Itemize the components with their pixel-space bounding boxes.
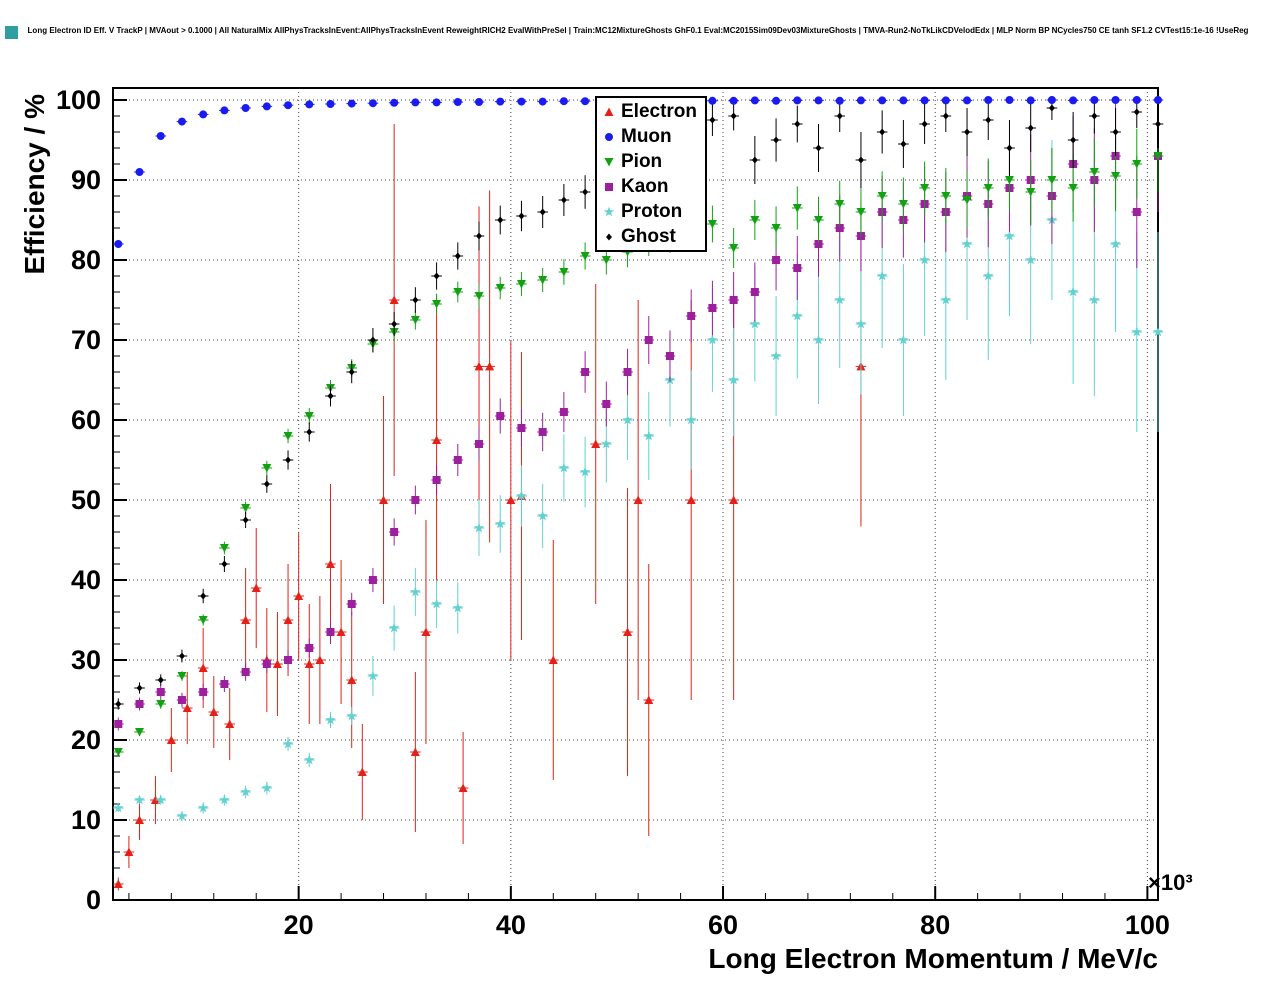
x-axis-multiplier: ×10³	[1148, 870, 1193, 895]
legend-row-muon: Muon	[600, 124, 697, 149]
y-axis-title: Efficiency / %	[19, 94, 50, 275]
legend-label: Kaon	[621, 175, 669, 197]
legend-label: Electron	[621, 100, 698, 122]
svg-text:10: 10	[71, 805, 101, 835]
pion-marker-icon	[604, 157, 614, 166]
svg-text:70: 70	[71, 325, 101, 355]
series-pion	[113, 120, 1164, 757]
svg-text:0: 0	[86, 885, 101, 915]
svg-text:100: 100	[1125, 910, 1170, 940]
legend-label: Muon	[621, 125, 672, 147]
svg-text:30: 30	[71, 645, 101, 675]
legend: Electron Muon Pion Kaon Proton Ghost	[595, 96, 708, 252]
legend-label: Proton	[621, 200, 683, 222]
svg-text:60: 60	[708, 910, 738, 940]
legend-row-pion: Pion	[600, 149, 697, 174]
kaon-marker-icon	[605, 182, 613, 191]
x-axis-title: Long Electron Momentum / MeV/c	[708, 943, 1158, 974]
legend-row-kaon: Kaon	[600, 174, 697, 199]
svg-text:40: 40	[71, 565, 101, 595]
series-electron	[113, 124, 867, 891]
ghost-marker-icon	[606, 233, 612, 240]
legend-row-proton: Proton	[600, 199, 697, 224]
legend-row-ghost: Ghost	[600, 224, 697, 249]
proton-marker-icon	[603, 206, 615, 216]
grid-layer	[113, 88, 1158, 900]
svg-text:40: 40	[496, 910, 526, 940]
legend-label: Pion	[621, 150, 663, 172]
svg-text:20: 20	[71, 725, 101, 755]
legend-label: Ghost	[621, 225, 676, 247]
svg-text:60: 60	[71, 405, 101, 435]
svg-text:80: 80	[71, 245, 101, 275]
electron-marker-icon	[604, 107, 614, 116]
plot-title: Long Electron ID Eff. V TrackP | MVAout …	[27, 26, 1249, 35]
svg-text:50: 50	[71, 485, 101, 515]
muon-marker-icon	[605, 132, 613, 141]
svg-text:90: 90	[71, 165, 101, 195]
axis-tick-labels: 0 10 20 30 40 50 60 70 80 90 100 20 40 60 80 100 ×10³	[56, 85, 1193, 940]
axis-ticks	[113, 99, 1149, 901]
series-proton	[113, 140, 1164, 821]
svg-text:80: 80	[920, 910, 950, 940]
svg-text:20: 20	[284, 910, 314, 940]
series-kaon	[113, 100, 1164, 731]
canvas-corner-marker	[5, 26, 18, 39]
plot-frame	[112, 87, 1159, 901]
legend-row-electron: Electron	[600, 99, 697, 124]
svg-text:100: 100	[56, 85, 101, 115]
